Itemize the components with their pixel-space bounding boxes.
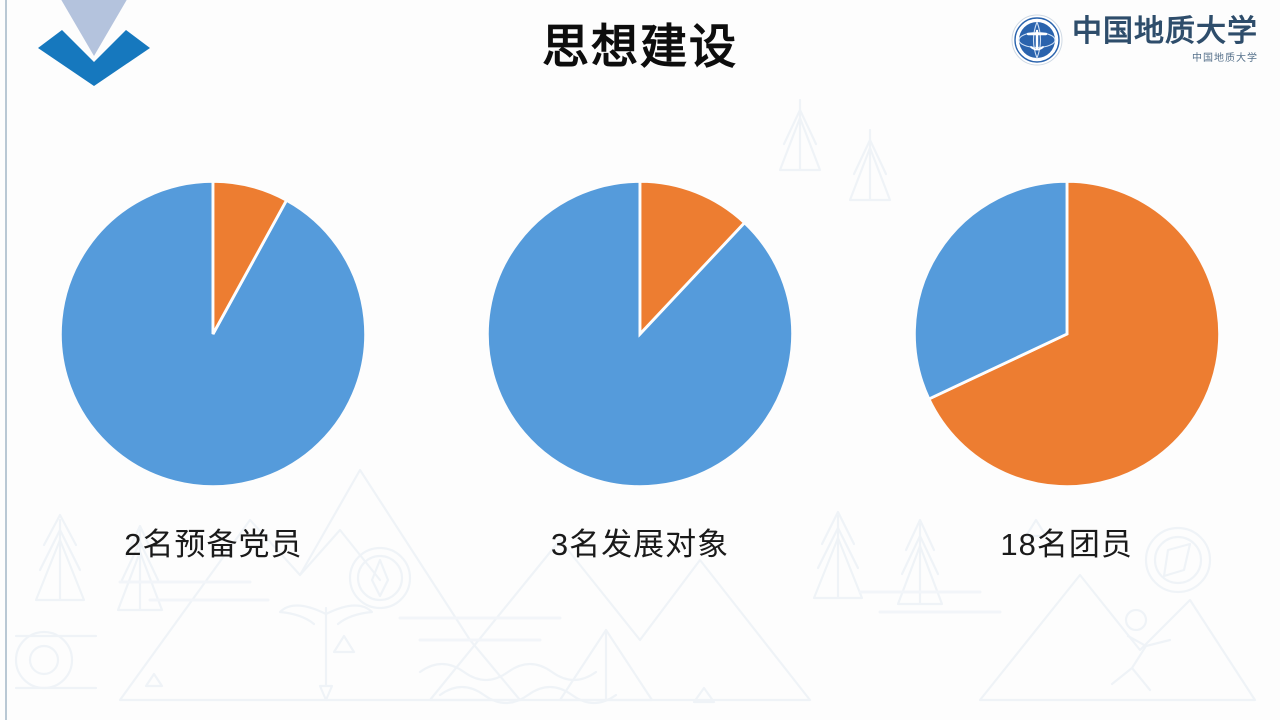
university-seal-icon xyxy=(1011,14,1063,66)
pie-slices-1 xyxy=(59,179,368,489)
pie-slice xyxy=(485,179,795,489)
chart-label-3: 18名团员 xyxy=(1000,527,1133,562)
chart-label-2: 3名发展对象 xyxy=(550,527,730,562)
pie-chart-row: 2名预备党员 3名发展对象 18名团员 xyxy=(0,175,1280,595)
pie-slice xyxy=(211,179,289,335)
pie-slice xyxy=(638,179,747,338)
logo-subtitle: 中国地质大学 xyxy=(1192,53,1258,65)
pie-chart-2 xyxy=(481,175,799,493)
chart-label-1: 2名预备党员 xyxy=(124,527,303,562)
pie-slice xyxy=(912,179,1069,401)
pie-slices-2 xyxy=(485,179,795,489)
pie-chart-1 xyxy=(54,175,372,493)
pie-slice xyxy=(926,179,1221,489)
pie-chart-3 xyxy=(908,175,1226,493)
pie-slices-3 xyxy=(912,179,1221,489)
chart-cell-3: 18名团员 xyxy=(902,175,1232,564)
chart-cell-2: 3名发展对象 xyxy=(475,175,805,564)
left-edge-rule xyxy=(5,0,7,720)
page-title: 思想建设 xyxy=(542,20,738,73)
university-logo: 中国地质大学 中国地质大学 xyxy=(1011,14,1258,66)
logo-name: 中国地质大学 xyxy=(1072,14,1258,48)
chart-cell-1: 2名预备党员 xyxy=(48,175,378,564)
